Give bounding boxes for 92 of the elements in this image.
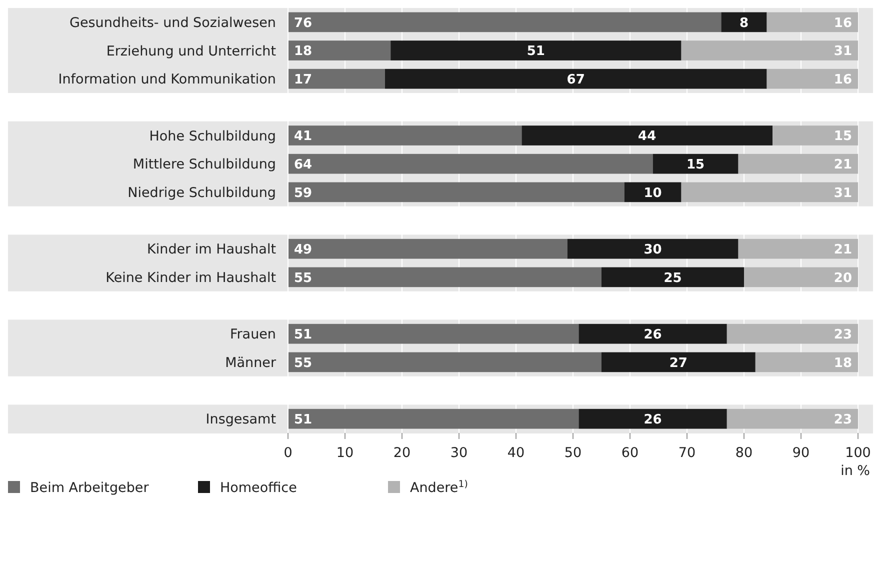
data-label: 10 (644, 186, 662, 201)
bar (624, 182, 682, 202)
bar (772, 126, 858, 146)
x-tick-label: 20 (393, 445, 411, 461)
y-tick-label: Männer (225, 355, 276, 372)
bar (755, 352, 858, 372)
bar (738, 154, 858, 174)
data-label: 20 (834, 270, 852, 286)
data-label: 26 (644, 412, 662, 428)
bar (578, 324, 727, 344)
data-label: 51 (294, 328, 312, 343)
data-label: 64 (294, 158, 312, 173)
bar (738, 238, 858, 259)
x-tick-label: 0 (284, 445, 292, 461)
bar (652, 154, 738, 174)
y-tick-label: Erziehung und Unterricht (106, 43, 276, 60)
x-axis-title: in % (840, 463, 870, 479)
bar (288, 324, 579, 344)
data-label: 21 (834, 242, 852, 258)
bar (288, 352, 602, 372)
y-tick-label: Keine Kinder im Haushalt (106, 270, 276, 286)
x-tick-label: 80 (735, 445, 753, 461)
data-label: 55 (294, 270, 312, 286)
x-tick-label: 60 (621, 445, 639, 461)
bar (390, 40, 682, 60)
x-tick-label: 30 (450, 445, 468, 461)
data-label: 27 (669, 356, 688, 371)
data-label: 15 (686, 158, 705, 173)
legend-label: Andere$^{1)}$ (410, 478, 468, 496)
legend-label: Homeoffice (220, 480, 297, 496)
x-tick-label: 10 (336, 445, 354, 461)
data-label: 51 (526, 44, 545, 60)
data-label: 23 (834, 328, 852, 343)
bar (578, 408, 727, 429)
x-tick-label: 40 (507, 445, 525, 461)
data-label: 18 (294, 44, 312, 60)
bar (681, 182, 858, 202)
data-label: 76 (294, 16, 312, 31)
bar (766, 12, 858, 32)
data-label: 67 (566, 72, 585, 88)
bar (726, 324, 858, 344)
bar (288, 267, 602, 288)
data-label: 26 (644, 328, 662, 343)
x-tick-label: 50 (564, 445, 582, 461)
data-label: 31 (834, 44, 852, 60)
data-label: 17 (294, 72, 312, 88)
y-tick-label: Insgesamt (206, 412, 276, 428)
y-tick-label: Niedrige Schulbildung (128, 185, 276, 202)
bar (288, 126, 522, 146)
data-label: 23 (834, 412, 852, 428)
y-tick-label: Information und Kommunikation (58, 72, 276, 88)
bar (602, 267, 744, 288)
data-label: 49 (294, 242, 312, 258)
y-tick-label: Gesundheits- und Sozialwesen (70, 15, 276, 32)
bar (288, 238, 568, 259)
legend-label: Beim Arbeitgeber (30, 480, 150, 496)
data-label: 55 (294, 356, 312, 371)
y-tick-label: Kinder im Haushalt (147, 242, 276, 258)
bar (726, 408, 858, 429)
bar (744, 267, 858, 288)
x-tick-label: 100 (845, 445, 871, 461)
data-label: 25 (664, 270, 682, 286)
data-label: 44 (638, 129, 656, 144)
data-label: 30 (644, 242, 662, 258)
data-label: 41 (294, 129, 312, 144)
bar (288, 12, 722, 32)
y-tick-label: Frauen (230, 326, 276, 343)
bar (288, 68, 385, 89)
data-label: 51 (294, 412, 312, 428)
data-label: 16 (834, 72, 852, 88)
bar (602, 352, 756, 372)
bar (384, 68, 767, 89)
data-label: 31 (834, 186, 852, 201)
bar (721, 12, 767, 32)
bar (288, 182, 624, 202)
bar (681, 40, 858, 60)
data-label: 16 (834, 16, 852, 31)
data-label: 21 (834, 158, 852, 173)
bar (522, 126, 772, 146)
y-tick-label: Mittlere Schulbildung (132, 156, 276, 173)
bar (766, 68, 858, 89)
data-label: 18 (834, 356, 852, 371)
x-tick-label: 70 (678, 445, 696, 461)
x-tick-label: 90 (792, 445, 810, 461)
data-label: 15 (834, 129, 852, 144)
y-tick-label: Hohe Schulbildung (149, 128, 276, 144)
data-label: 59 (294, 186, 312, 201)
bar (288, 408, 579, 429)
data-label: 8 (739, 16, 749, 31)
bar (288, 40, 391, 60)
bar (288, 154, 653, 174)
bar (567, 238, 738, 259)
